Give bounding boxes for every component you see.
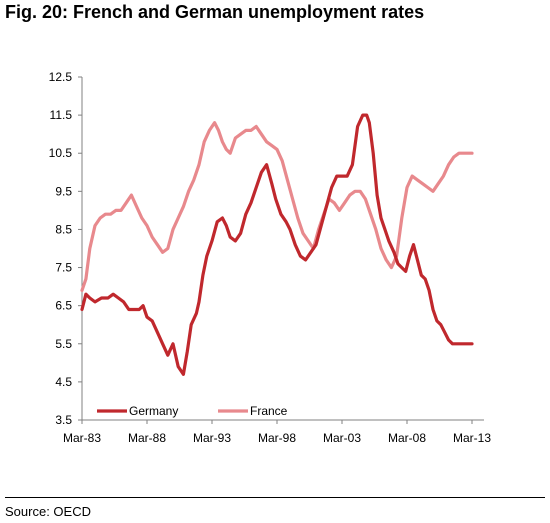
y-tick-label: 5.5	[55, 337, 72, 351]
chart-series	[80, 113, 474, 376]
y-tick-label: 6.5	[55, 299, 72, 313]
x-tick-label: Mar-83	[63, 431, 101, 445]
legend-label-france: France	[250, 404, 288, 418]
legend-label-germany: Germany	[129, 404, 178, 418]
y-tick-label: 9.5	[55, 184, 72, 198]
x-tick-label: Mar-93	[193, 431, 231, 445]
y-tick-label: 11.5	[50, 108, 73, 122]
chart-axes: 3.5 4.5 5.5 6.5 7.5 8.5 9.5 10.5 11.5 12.5 Mar-83 M…	[49, 70, 492, 445]
x-tick-label: Mar-13	[453, 431, 491, 445]
y-tick-label: 12.5	[49, 70, 73, 84]
x-tick-label: Mar-08	[388, 431, 426, 445]
series-line-france	[80, 121, 474, 292]
line-chart: 3.5 4.5 5.5 6.5 7.5 8.5 9.5 10.5 11.5 12.5 Mar-83 M…	[49, 70, 492, 445]
footer-divider	[5, 497, 545, 498]
x-tick-label: Mar-88	[128, 431, 166, 445]
y-tick-label: 7.5	[55, 261, 72, 275]
figure-title: Fig. 20: French and German unemployment …	[5, 2, 425, 22]
y-tick-label: 4.5	[55, 375, 72, 389]
x-tick-label: Mar-03	[323, 431, 361, 445]
y-tick-label: 10.5	[49, 146, 73, 160]
chart-legend: Germany France	[97, 404, 288, 418]
y-tick-label: 8.5	[55, 222, 72, 236]
x-tick-label: Mar-98	[258, 431, 296, 445]
series-line-germany	[80, 113, 474, 376]
y-tick-label: 3.5	[55, 413, 72, 427]
source-note: Source: OECD	[5, 504, 91, 519]
